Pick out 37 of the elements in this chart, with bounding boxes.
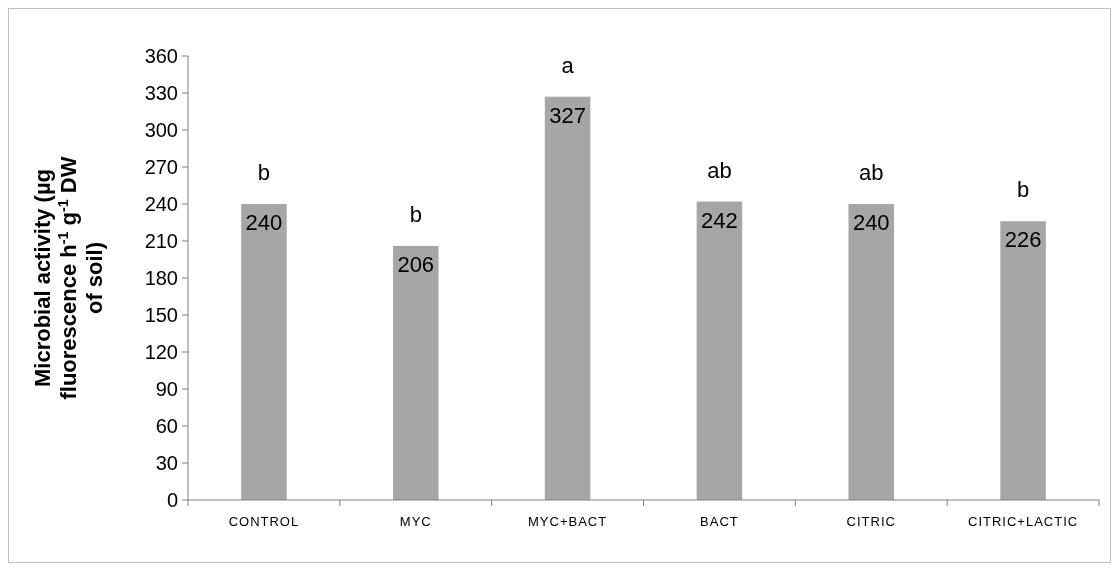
bar: [392, 245, 439, 500]
annotation: b: [1016, 177, 1030, 203]
x-tick-label: MYC+BACT: [528, 514, 608, 529]
x-tick-label: BACT: [700, 514, 739, 529]
y-tick-label: 270: [144, 156, 178, 178]
bar: [1000, 221, 1046, 500]
bar: [848, 204, 895, 500]
x-tick-label: MYC: [399, 514, 432, 529]
x-tick-label: CITRIC+LACTIC: [968, 514, 1079, 529]
y-tick-label: 300: [144, 119, 178, 141]
annotation: a: [561, 52, 575, 78]
data-label: 226: [1004, 227, 1042, 253]
data-label: 240: [245, 210, 283, 235]
data-label: 242: [701, 207, 738, 233]
y-tick-label: 360: [144, 45, 178, 67]
y-tick-label: 0: [166, 489, 178, 511]
y-tick-label: 60: [155, 415, 178, 437]
data-label: 240: [852, 210, 890, 235]
y-tick-label: 90: [155, 378, 178, 400]
x-tick-label: CITRIC: [846, 514, 896, 529]
y-tick-label: 240: [144, 193, 178, 215]
annotation: b: [409, 201, 422, 227]
bar: [544, 96, 591, 500]
y-tick-label: 120: [144, 341, 178, 363]
bar: [696, 201, 743, 500]
annotation: b: [257, 160, 271, 185]
y-tick-label: 30: [155, 452, 178, 474]
x-tick-label: CONTROL: [228, 514, 300, 529]
y-tick-label: 330: [144, 82, 178, 104]
bar: [241, 204, 287, 500]
y-tick-label: 210: [144, 230, 178, 252]
y-tick-label: 150: [144, 304, 178, 326]
data-label: 206: [397, 251, 435, 277]
y-tick-label: 180: [144, 267, 178, 289]
annotation: ab: [859, 160, 884, 185]
data-label: 327: [549, 102, 586, 128]
annotation: ab: [707, 157, 732, 183]
